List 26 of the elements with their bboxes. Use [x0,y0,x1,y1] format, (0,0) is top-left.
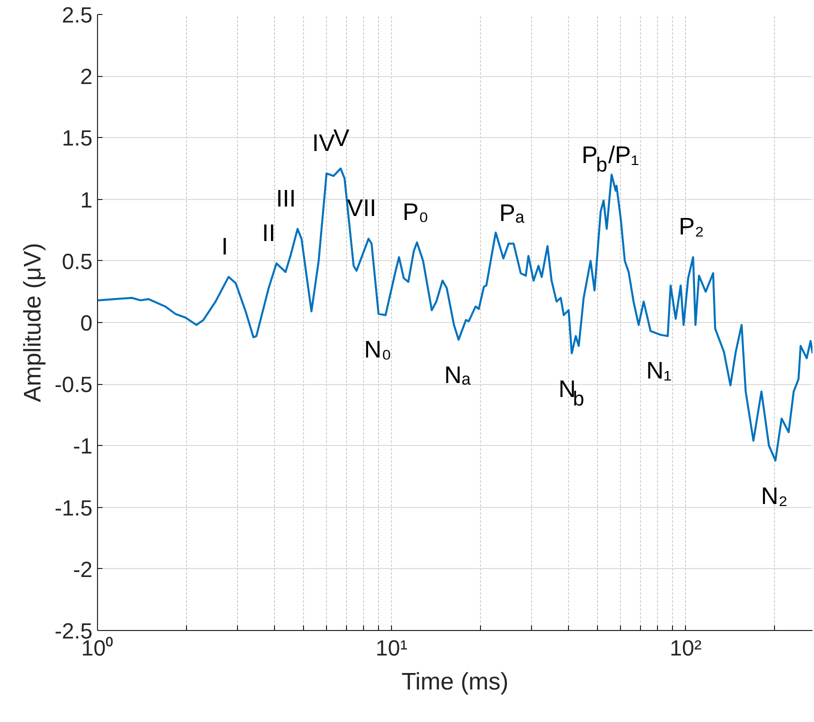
y-tick-label: 0 [80,310,93,336]
annotation: P₀ [402,198,429,226]
annotation: P₂ [678,214,704,241]
x-axis-title: Time (ms) [401,668,509,696]
y-tick-label: 0.5 [62,248,93,274]
y-tick-label: 1.5 [62,126,93,151]
y-axis-title: Amplitude (μV) [20,242,47,402]
annotation: N₁ [646,357,672,384]
annotation: II [262,220,276,247]
annotation: I [221,233,228,260]
y-tick-label: -1 [72,434,92,459]
annotation: N₂ [761,482,788,510]
annotation: N₀ [364,336,392,364]
annotation: V [333,125,350,152]
y-tick-label: 2 [80,64,93,90]
x-tick-label: 10² [670,636,702,660]
x-tick-label: 10¹ [376,636,408,660]
y-tick-label: -0.5 [54,372,93,398]
y-tick-label: 1 [80,187,93,212]
annotation: Pₐ [499,200,526,228]
annotation: III [276,185,296,212]
y-tick-label: 2.5 [62,2,93,28]
annotation: Nₐ [444,362,472,390]
y-tick-label: -2 [72,556,92,582]
y-tick-label: -1.5 [54,495,93,520]
annotation: IV [312,130,335,157]
